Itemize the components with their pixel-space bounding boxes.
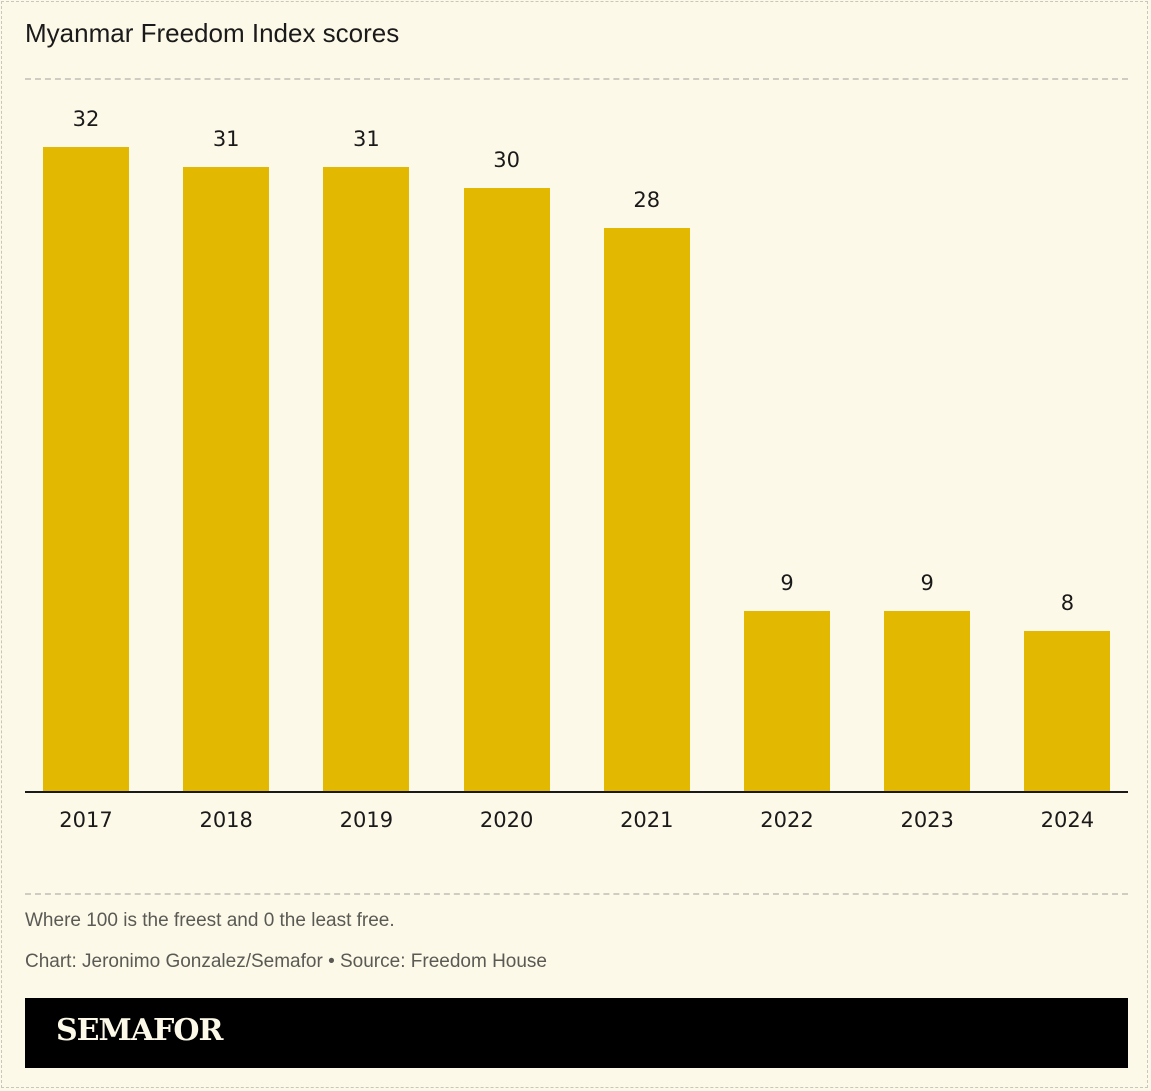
bar-2020 bbox=[463, 187, 550, 792]
bar-2018 bbox=[183, 167, 270, 792]
bar-value-label: 30 bbox=[493, 147, 520, 172]
x-tick-label: 2022 bbox=[760, 808, 814, 832]
bar-value-label: 9 bbox=[780, 570, 794, 595]
bar-2022 bbox=[744, 610, 830, 792]
chart-note: Where 100 is the freest and 0 the least … bbox=[25, 910, 395, 931]
divider-bottom bbox=[25, 893, 1128, 895]
x-tick-label: 2021 bbox=[620, 808, 674, 832]
x-tick-label: 2019 bbox=[339, 808, 394, 832]
x-axis-line bbox=[25, 791, 1128, 793]
x-tick-label: 2023 bbox=[900, 808, 954, 832]
bar-value-label: 28 bbox=[633, 187, 661, 212]
bar-value-label: 8 bbox=[1060, 590, 1075, 615]
bar-value-label: 9 bbox=[920, 570, 934, 595]
bar-value-label: 31 bbox=[353, 127, 380, 152]
bar-value-label: 32 bbox=[72, 107, 100, 132]
x-tick-label: 2018 bbox=[199, 808, 253, 832]
chart-credit: Chart: Jeronimo Gonzalez/Semafor • Sourc… bbox=[25, 951, 547, 972]
x-tick-label: 2020 bbox=[479, 808, 534, 832]
bar-2023 bbox=[884, 610, 971, 792]
bar-2024 bbox=[1024, 630, 1111, 792]
bar-2017 bbox=[43, 147, 129, 792]
brand-bar: SEMAFOR bbox=[25, 998, 1128, 1068]
bar-value-label: 31 bbox=[212, 127, 240, 152]
divider-top bbox=[25, 78, 1128, 80]
x-tick-label: 2017 bbox=[59, 808, 113, 832]
chart-title: Myanmar Freedom Index scores bbox=[25, 18, 400, 48]
bar-2019 bbox=[323, 167, 410, 792]
bar-2021 bbox=[603, 227, 690, 792]
brand-logo: SEMAFOR bbox=[56, 1013, 223, 1048]
x-tick-label: 2024 bbox=[1040, 808, 1095, 832]
